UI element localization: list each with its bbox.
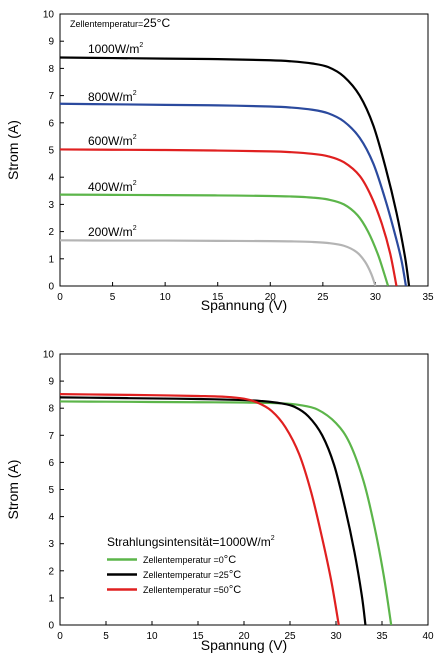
temperature-annotation: Zellentemperatur=25°C <box>70 16 170 30</box>
chart-1: 0 5 10 15 20 25 30 35 0 1 2 3 4 5 6 7 8 9 10 Spannung (V) St… <box>5 10 434 314</box>
legend-entry-3: Zellentemperatur =50°C <box>143 584 241 596</box>
y-axis-label: Strom (A) <box>5 460 21 520</box>
x-tick-label: 10 <box>160 292 172 303</box>
x-tick-label: 35 <box>376 631 388 642</box>
y-tick-label: 2 <box>48 227 54 238</box>
y-tick-label: 7 <box>48 431 54 442</box>
x-tick-label: 30 <box>330 631 342 642</box>
x-axis-label: Spannung (V) <box>201 637 287 653</box>
series-label-4: 400W/m2 <box>88 180 137 194</box>
y-tick-label: 3 <box>48 539 54 550</box>
series-line-3 <box>60 393 340 625</box>
x-tick-label: 35 <box>422 292 434 303</box>
y-tick-label: 4 <box>48 173 54 184</box>
legend-entry-2: Zellentemperatur =25°C <box>143 569 241 581</box>
series-label-1: 1000W/m2 <box>88 42 143 56</box>
y-tick-label: 2 <box>48 566 54 577</box>
series-line-1 <box>60 56 411 286</box>
series-label-3: 600W/m2 <box>88 134 137 148</box>
y-tick-label: 0 <box>48 282 54 293</box>
y-tick-label: 6 <box>48 458 54 469</box>
series-line-5 <box>60 239 377 286</box>
y-axis-label: Strom (A) <box>5 120 21 180</box>
x-tick-label: 30 <box>370 292 382 303</box>
chart-2: 0 5 10 15 20 25 30 35 40 0 1 2 3 4 5 6 7 8 9 10 Spannung (V)… <box>5 350 434 654</box>
x-tick-label: 5 <box>103 631 109 642</box>
x-tick-label: 10 <box>146 631 158 642</box>
x-tick-label: 15 <box>192 631 204 642</box>
series-label-5: 200W/m2 <box>88 225 137 239</box>
x-tick-label: 20 <box>238 631 250 642</box>
x-tick-label: 0 <box>57 292 63 303</box>
y-tick-label: 9 <box>48 37 54 48</box>
y-tick-label: 3 <box>48 200 54 211</box>
y-tick-label: 6 <box>48 118 54 129</box>
y-tick-label: 8 <box>48 404 54 415</box>
y-tick-label: 10 <box>43 10 55 21</box>
y-tick-label: 9 <box>48 377 54 388</box>
y-tick-label: 1 <box>48 593 54 604</box>
x-axis-label: Spannung (V) <box>201 297 287 313</box>
y-tick-label: 5 <box>48 485 54 496</box>
legend-title: Strahlungsintensität=1000W/m2 <box>107 535 275 549</box>
series-line-2 <box>60 396 367 625</box>
x-tick-label: 25 <box>284 631 296 642</box>
y-tick-label: 10 <box>43 350 55 361</box>
series-line-4 <box>60 193 390 286</box>
y-tick-label: 8 <box>48 64 54 75</box>
x-tick-label: 5 <box>110 292 116 303</box>
x-tick-label: 25 <box>317 292 329 303</box>
series-label-2: 800W/m2 <box>88 90 137 104</box>
y-tick-label: 0 <box>48 621 54 632</box>
x-tick-label: 15 <box>212 292 224 303</box>
x-tick-label: 20 <box>265 292 277 303</box>
series-line-1 <box>60 400 393 625</box>
y-tick-label: 5 <box>48 146 54 157</box>
x-tick-label: 40 <box>422 631 434 642</box>
series-line-2 <box>60 102 408 286</box>
y-tick-label: 4 <box>48 512 54 523</box>
y-tick-label: 1 <box>48 254 54 265</box>
series-line-3 <box>60 148 398 286</box>
x-tick-label: 0 <box>57 631 63 642</box>
legend-entry-1: Zellentemperatur =0°C <box>143 554 236 566</box>
y-tick-label: 7 <box>48 91 54 102</box>
